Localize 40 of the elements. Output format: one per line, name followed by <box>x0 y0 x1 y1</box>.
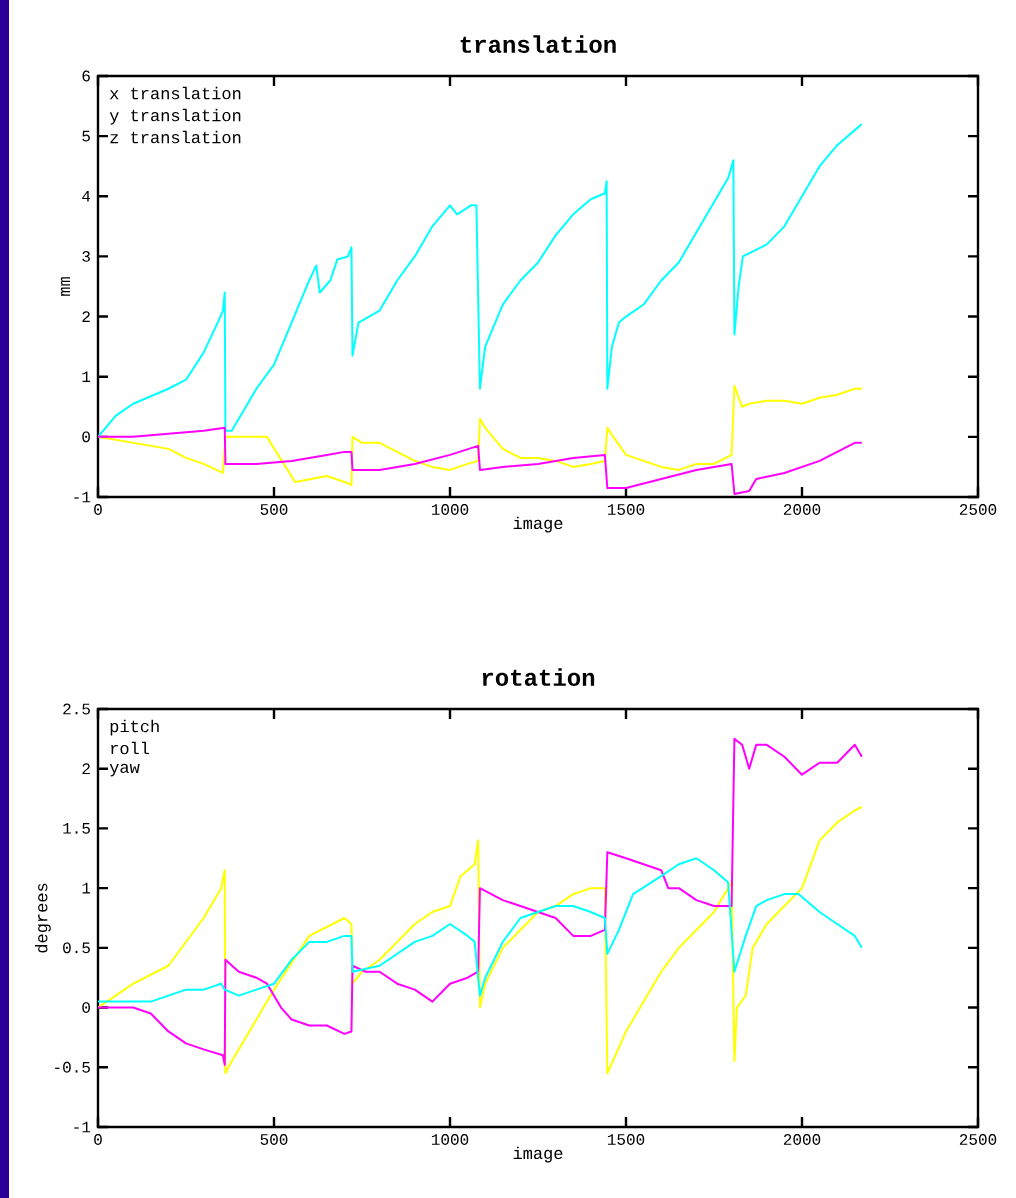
y-tick-label: -1 <box>74 1121 91 1133</box>
annotation: pitch <box>110 719 159 736</box>
x-tick-label: 0 <box>94 504 102 515</box>
y-tick-label: -1 <box>74 491 91 503</box>
annotation: z translation <box>110 130 241 144</box>
x-axis-title: image <box>513 516 563 533</box>
chart-title: rotation <box>482 668 595 686</box>
x-tick-label: 2500 <box>959 504 997 515</box>
y-tick-label: 6 <box>82 70 90 82</box>
x-tick-label: 2000 <box>783 504 821 515</box>
y-tick-label: 2 <box>82 311 90 322</box>
x-tick-label: 2000 <box>783 1134 821 1145</box>
y-tick-label: 0 <box>82 431 90 443</box>
x-axis-title: image <box>513 1146 563 1163</box>
x-tick-label: 1000 <box>431 504 469 515</box>
x-tick-label: 1500 <box>607 504 645 515</box>
y-tick-label: -0.5 <box>55 1061 90 1073</box>
y-tick-label: 2 <box>82 763 90 775</box>
y-tick-label: 0 <box>82 1002 90 1013</box>
x-tick-label: 0 <box>94 1134 102 1145</box>
y-tick-label: 4 <box>82 191 91 202</box>
x-tick-label: 500 <box>260 504 288 515</box>
x-tick-label: 1500 <box>607 1134 645 1145</box>
chart-title: translation <box>460 35 616 53</box>
annotation: y translation <box>109 108 241 125</box>
y-tick-label: 3 <box>82 251 90 262</box>
y-axis-title: degrees <box>34 883 51 953</box>
y-axis-title: mm <box>60 277 70 296</box>
annotation: roll <box>111 741 150 755</box>
x-tick-label: 500 <box>260 1134 288 1145</box>
y-tick-label: 5 <box>82 130 90 142</box>
annotation: yaw <box>109 763 140 777</box>
x-tick-label: 2500 <box>959 1134 997 1145</box>
y-tick-label: 1.5 <box>63 823 90 834</box>
y-tick-label: 1 <box>82 371 91 382</box>
y-tick-label: 1 <box>82 882 91 894</box>
y-tick-label: 2.5 <box>63 703 90 715</box>
annotation: x translation <box>109 86 241 100</box>
y-tick-label: 0.5 <box>63 942 90 954</box>
x-tick-label: 1000 <box>431 1134 469 1145</box>
